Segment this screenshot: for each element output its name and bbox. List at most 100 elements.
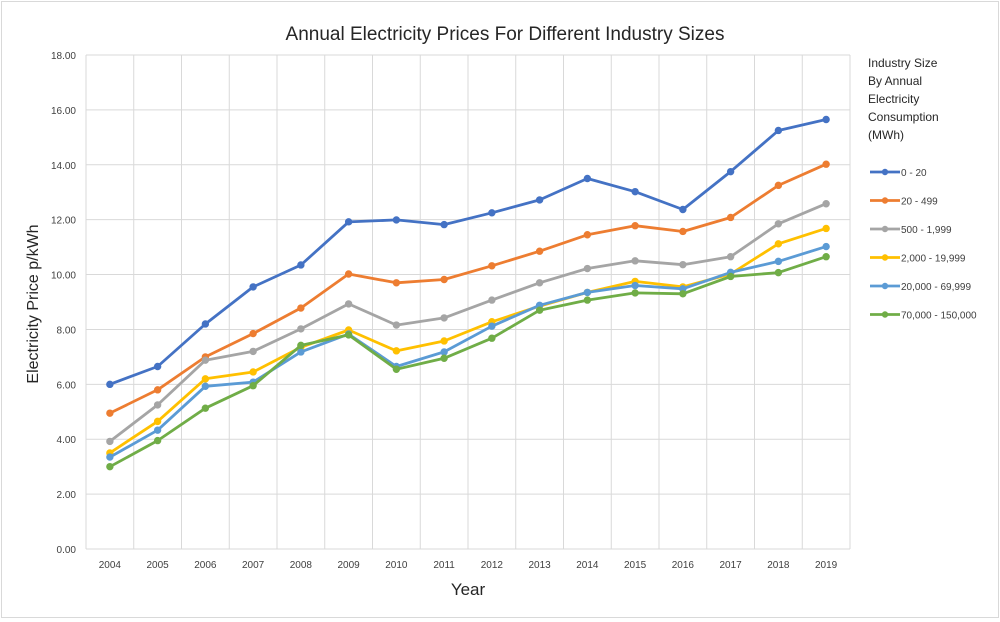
legend-label: 70,000 - 150,000	[901, 311, 977, 322]
legend-label: 2,000 - 19,999	[901, 254, 966, 265]
data-point	[106, 453, 114, 461]
x-tick-label: 2005	[147, 560, 170, 571]
y-tick-label: 10.00	[51, 271, 76, 282]
x-tick-label: 2012	[481, 560, 504, 571]
data-point	[249, 283, 257, 291]
y-tick-label: 12.00	[51, 216, 76, 227]
legend-item: 500 - 1,999	[870, 225, 952, 236]
data-point	[249, 382, 257, 390]
data-point	[679, 290, 687, 298]
x-tick-label: 2008	[290, 560, 313, 571]
data-point	[392, 279, 401, 287]
data-point	[392, 321, 401, 329]
y-tick-label: 0.00	[57, 545, 77, 556]
series-2	[106, 200, 830, 446]
data-point	[726, 213, 735, 222]
data-point	[822, 200, 830, 208]
data-point	[488, 334, 496, 342]
series-line	[108, 245, 828, 459]
legend-title-line: (MWh)	[868, 128, 904, 142]
legend-marker	[881, 311, 889, 318]
x-tick-label: 2006	[194, 560, 217, 571]
data-point	[392, 347, 401, 355]
data-point	[297, 261, 305, 269]
data-point	[153, 401, 162, 409]
data-point	[535, 196, 544, 204]
data-point	[631, 222, 639, 230]
data-point	[153, 426, 162, 434]
data-point	[583, 296, 592, 304]
series-0	[106, 115, 830, 389]
data-point	[583, 264, 592, 273]
data-point	[201, 382, 210, 390]
legend-marker	[881, 168, 889, 176]
x-tick-label: 2017	[720, 560, 743, 571]
y-tick-label: 16.00	[51, 106, 76, 117]
data-point	[344, 218, 353, 226]
x-tick-label: 2007	[242, 560, 265, 571]
data-point	[583, 174, 592, 183]
data-point	[774, 240, 783, 248]
data-point	[488, 296, 496, 304]
legend-item: 70,000 - 150,000	[870, 311, 977, 322]
legend-marker	[881, 254, 889, 261]
data-point	[535, 247, 544, 255]
data-point	[201, 356, 210, 364]
legend-marker	[881, 225, 889, 233]
data-point	[440, 337, 448, 345]
series-5	[106, 253, 830, 471]
legend: 0 - 20 20 - 499 500 - 1,999 2,000 - 19,999 2…	[870, 168, 977, 322]
y-tick-label: 2.00	[57, 490, 77, 501]
legend-title: Industry Size By Annual Electricity Consump…	[868, 56, 939, 142]
data-point	[392, 216, 401, 224]
data-point	[488, 262, 496, 270]
data-point	[153, 417, 162, 426]
data-point	[535, 279, 544, 287]
y-tick-label: 18.00	[51, 51, 76, 62]
y-tick-label: 6.00	[57, 380, 77, 391]
data-point	[201, 375, 210, 383]
series-lines	[106, 115, 830, 471]
data-point	[249, 368, 257, 376]
x-tick-label: 2015	[624, 560, 647, 571]
x-tick-label: 2010	[385, 560, 408, 571]
legend-item: 20 - 499	[870, 197, 938, 208]
y-tick-label: 4.00	[57, 435, 77, 446]
x-tick-label: 2016	[672, 560, 695, 571]
x-tick-label: 2013	[529, 560, 552, 571]
x-tick-label: 2011	[433, 560, 455, 571]
x-tick-label: 2009	[338, 560, 361, 571]
data-point	[106, 409, 114, 417]
data-point	[631, 187, 639, 196]
legend-item: 2,000 - 19,999	[870, 254, 966, 265]
data-point	[344, 300, 353, 308]
data-point	[822, 253, 830, 261]
legend-label: 20 - 499	[901, 197, 938, 208]
x-tick-label: 2004	[99, 560, 122, 571]
series-line	[108, 162, 828, 415]
data-point	[249, 347, 257, 356]
data-point	[440, 314, 448, 322]
series-line	[108, 118, 828, 386]
data-point	[631, 289, 639, 297]
data-point	[201, 404, 210, 412]
data-point	[774, 181, 783, 190]
data-point	[679, 227, 687, 236]
legend-item: 0 - 20	[870, 168, 927, 179]
data-point	[297, 348, 305, 356]
series-line	[108, 255, 828, 469]
legend-title-line: Electricity	[868, 92, 919, 106]
data-point	[440, 275, 448, 284]
data-point	[153, 362, 162, 371]
series-1	[106, 160, 830, 417]
data-point	[631, 281, 639, 290]
data-point	[679, 260, 687, 269]
y-tick-label: 8.00	[57, 325, 77, 336]
data-point	[297, 304, 305, 312]
legend-title-line: Consumption	[868, 110, 939, 124]
data-point	[106, 380, 114, 389]
data-point	[822, 160, 830, 168]
y-tick-label: 14.00	[51, 161, 76, 172]
legend-title-line: By Annual	[868, 74, 922, 88]
data-point	[726, 272, 735, 281]
